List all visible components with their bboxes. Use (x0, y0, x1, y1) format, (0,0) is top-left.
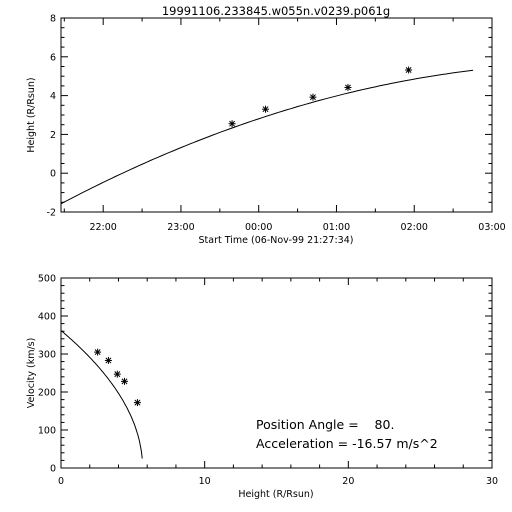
top-y-tick-label: -2 (47, 208, 56, 219)
top-axis-ticks: -2 0 2 4 6 8 22:00 23:00 00:00 01:00 02:00 03:00 (47, 14, 506, 234)
chart-title: 19991106.233845.w055n.v0239.p061g (162, 4, 390, 18)
height-data-point (309, 93, 317, 101)
top-x-axis-label: Start Time (06-Nov-99 21:27:34) (199, 235, 354, 246)
velocity-data-point (94, 348, 102, 356)
bottom-fit-curve (60, 330, 143, 459)
height-data-point (344, 83, 352, 91)
velocity-data-point (121, 377, 129, 385)
top-x-tick-label: 23:00 (167, 222, 194, 233)
top-x-tick-label: 22:00 (89, 222, 116, 233)
top-plot-frame (60, 17, 493, 213)
bottom-x-tick-label: 0 (58, 476, 64, 487)
top-y-axis-label: Height (R/Rsun) (26, 77, 37, 152)
bottom-x-axis-label: Height (R/Rsun) (238, 489, 313, 500)
bottom-x-tick-label: 20 (342, 476, 354, 487)
height-data-point (262, 105, 270, 113)
height-data-point (405, 66, 413, 74)
bottom-y-tick-label: 500 (38, 274, 56, 285)
bottom-y-tick-label: 100 (38, 426, 56, 437)
top-y-tick-label: 8 (50, 14, 56, 25)
bottom-x-tick-label: 10 (199, 476, 211, 487)
acceleration-annotation: Acceleration = -16.57 m/s^2 (256, 436, 438, 451)
top-x-tick-label: 02:00 (401, 222, 428, 233)
velocity-fit-line (60, 330, 143, 459)
bottom-data-points (94, 348, 141, 407)
bottom-plot-frame (60, 277, 493, 469)
bottom-y-tick-label: 200 (38, 388, 56, 399)
top-y-tick-label: 2 (50, 130, 56, 141)
bottom-axis-ticks: 0 100 200 300 400 500 0 10 20 30 (38, 274, 498, 488)
height-data-point (228, 120, 236, 128)
height-fit-line (60, 69, 474, 205)
velocity-data-point (113, 370, 121, 378)
top-y-tick-label: 6 (50, 52, 56, 63)
velocity-data-point (104, 356, 112, 364)
bottom-y-axis-label: Velocity (km/s) (26, 338, 37, 409)
position-angle-annotation: Position Angle = 80. (256, 417, 394, 432)
height-time-panel: 19991106.233845.w055n.v0239.p061g -2 0 2 4 6… (26, 4, 506, 246)
top-y-tick-label: 4 (50, 91, 56, 102)
top-x-tick-label: 01:00 (323, 222, 350, 233)
top-x-tick-label: 03:00 (478, 222, 505, 233)
top-x-tick-label: 00:00 (245, 222, 272, 233)
bottom-x-tick-label: 30 (486, 476, 498, 487)
top-data-points (228, 66, 413, 128)
bottom-y-tick-label: 400 (38, 312, 56, 323)
velocity-data-point (133, 399, 141, 407)
bottom-y-tick-label: 0 (50, 464, 56, 475)
bottom-y-tick-label: 300 (38, 350, 56, 361)
top-fit-curve (60, 69, 474, 205)
top-y-tick-label: 0 (50, 169, 56, 180)
